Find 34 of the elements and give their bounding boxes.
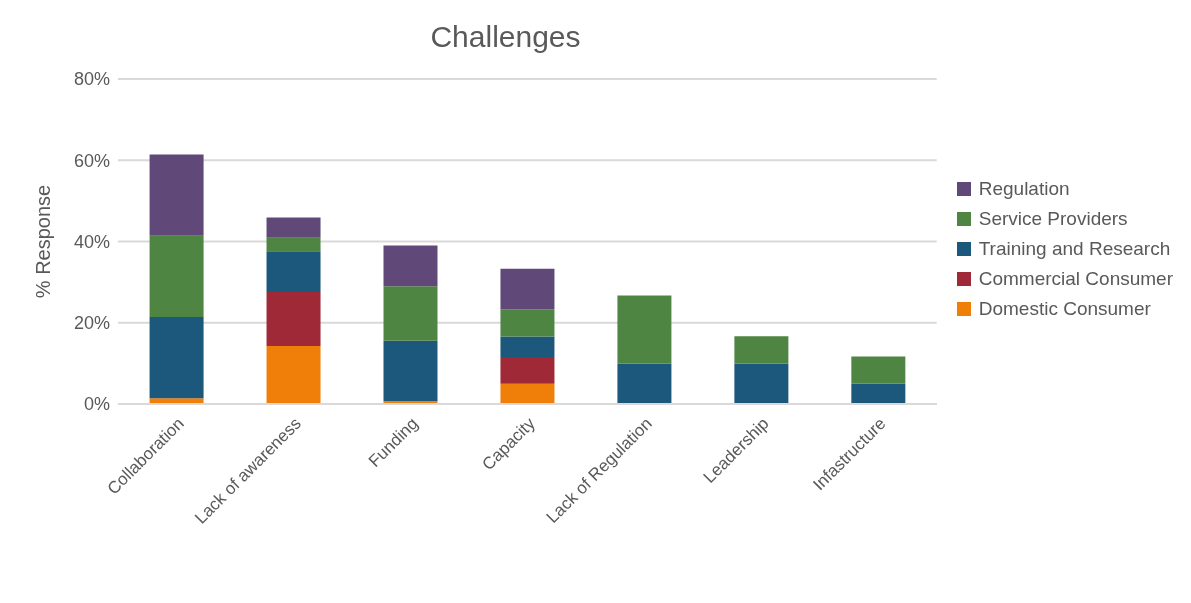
bar: [266, 345, 321, 404]
bar: [266, 237, 321, 252]
bar: [500, 383, 555, 404]
bar: [266, 291, 321, 346]
bar: [851, 383, 906, 404]
bar: [383, 340, 438, 402]
bar: [266, 217, 321, 238]
bar: [617, 295, 672, 364]
y-tick-label: 80%: [73, 69, 110, 90]
legend-label: Domestic Consumer: [978, 297, 1151, 321]
bar: [851, 356, 906, 384]
bar: [149, 317, 204, 399]
bar: [617, 363, 672, 404]
bar: [266, 251, 321, 292]
bar: [500, 268, 555, 310]
bar: [500, 309, 555, 337]
bar: [734, 336, 789, 364]
legend-label: Regulation: [978, 177, 1070, 201]
bar: [500, 336, 555, 357]
bar: [383, 286, 438, 341]
y-tick-label: 0%: [83, 394, 110, 415]
legend-label: Commercial Consumer: [978, 267, 1173, 291]
y-tick-label: 40%: [73, 231, 110, 252]
legend-label: Service Providers: [978, 207, 1128, 231]
y-tick-label: 20%: [73, 313, 110, 334]
bar: [500, 356, 555, 384]
bar: [383, 245, 438, 287]
legend-label: Training and Research: [978, 237, 1171, 261]
bar: [734, 363, 789, 404]
bar: [149, 154, 204, 236]
chart-title: Challenges: [429, 20, 582, 54]
bar: [149, 235, 204, 318]
y-axis-title: % Response: [32, 184, 55, 299]
y-tick-label: 60%: [73, 150, 110, 171]
